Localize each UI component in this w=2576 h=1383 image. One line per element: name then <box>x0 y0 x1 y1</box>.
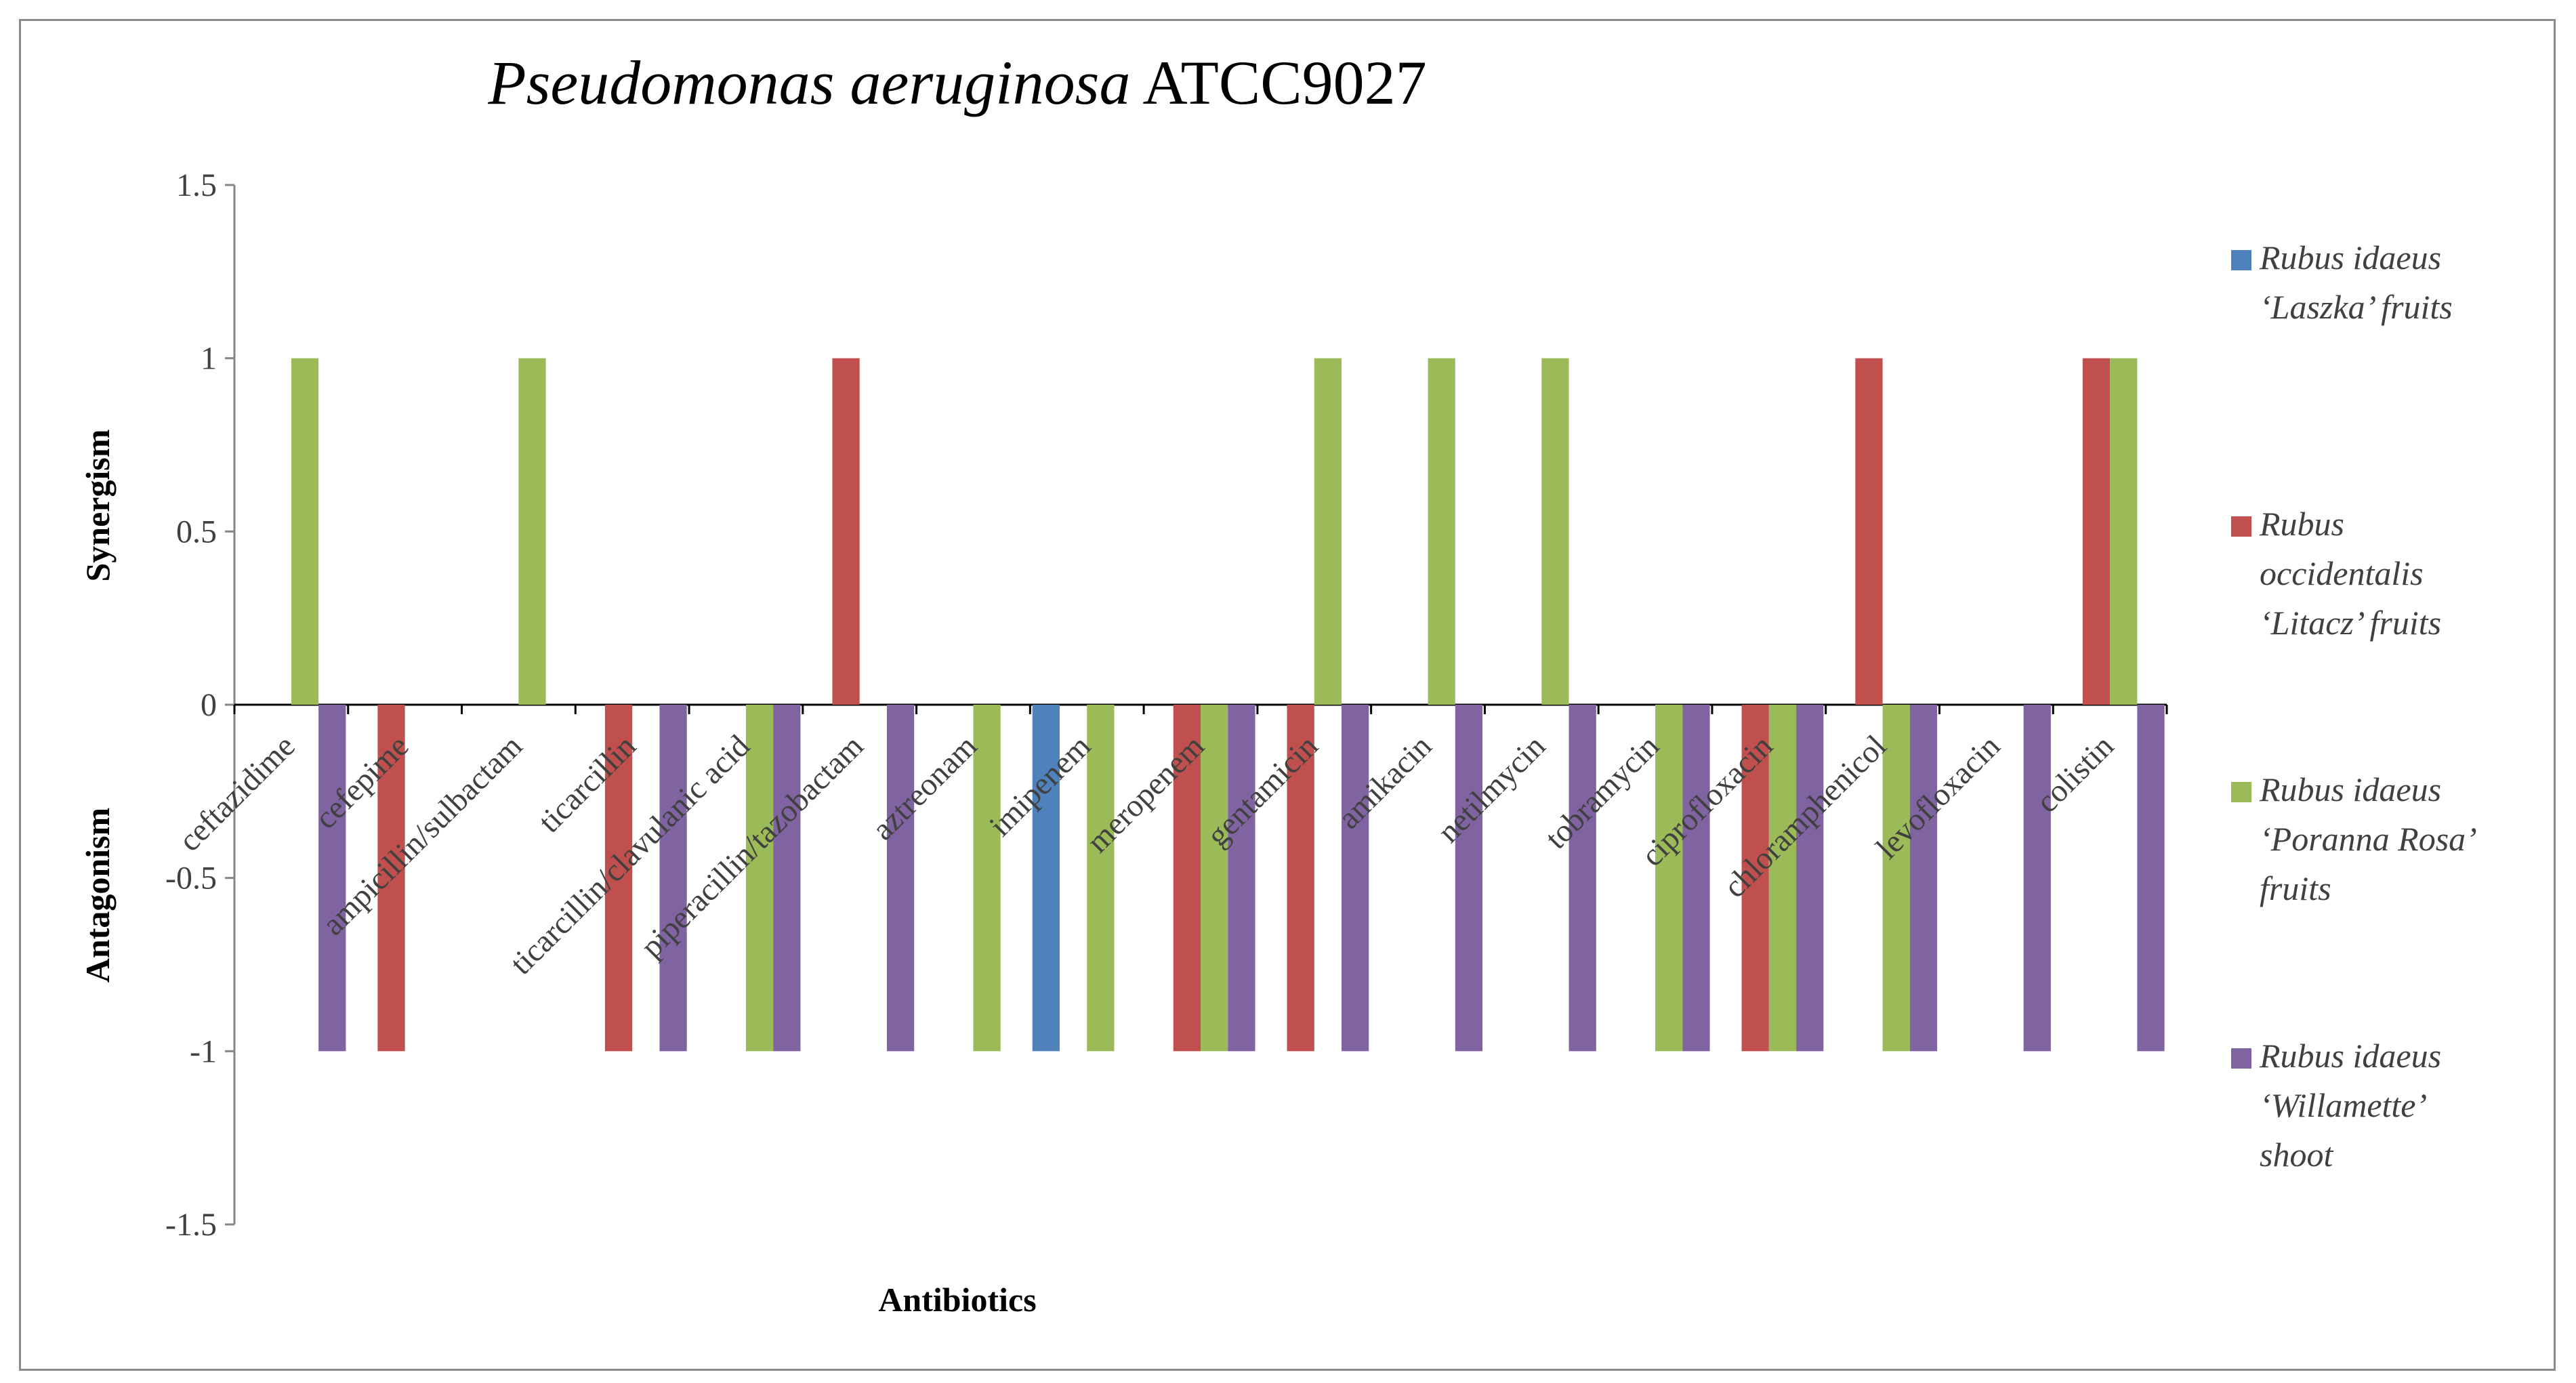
y-tick-label: 1.5 <box>176 167 217 203</box>
bar <box>886 705 915 1052</box>
y-tick-label: 1 <box>201 341 217 377</box>
chart-frame: Pseudomonas aeruginosa ATCC9027 1.5 1 0.5 0… <box>19 19 2556 1371</box>
y-axis-title-antagonism: Antagonism <box>79 808 117 983</box>
bar <box>1173 705 1201 1052</box>
category-label: netilmycin <box>1431 728 1552 850</box>
category-label: ampicillin/sulbactam <box>316 728 530 943</box>
bar <box>773 705 801 1052</box>
bar <box>2082 358 2111 705</box>
bar <box>291 358 319 705</box>
bar <box>1228 705 1255 1052</box>
bar <box>1201 705 1228 1052</box>
legend-label: Rubus idaeus <box>2259 239 2441 276</box>
bar <box>973 705 1001 1052</box>
bar <box>1287 705 1314 1052</box>
bar <box>1342 705 1369 1052</box>
y-tick-label: -1 <box>190 1033 217 1069</box>
bar <box>1541 358 1569 705</box>
bar <box>2023 705 2051 1052</box>
chart-svg: Pseudomonas aeruginosa ATCC9027 1.5 1 0.5 0… <box>79 48 2477 1319</box>
bar <box>832 358 860 705</box>
y-tick-label: -0.5 <box>165 861 217 896</box>
y-tick-label: -1.5 <box>165 1207 217 1243</box>
bar <box>1455 705 1483 1052</box>
legend-label: Rubus <box>2259 505 2344 543</box>
bar <box>1682 705 1710 1052</box>
bar <box>2110 358 2138 705</box>
bar <box>1314 358 1342 705</box>
category-label: ceftazidime <box>172 728 302 859</box>
bar <box>1741 705 1769 1052</box>
bar <box>604 705 633 1052</box>
bar <box>2137 705 2165 1052</box>
y-axis-title-synergism: Synergism <box>79 430 117 582</box>
legend-label: ‘Litacz’ fruits <box>2260 604 2441 642</box>
chart-title-italic: Pseudomonas aeruginosa <box>487 48 1130 117</box>
bar <box>1855 358 1883 705</box>
legend-label: fruits <box>2260 869 2331 907</box>
bar <box>1032 705 1060 1052</box>
bar <box>659 705 687 1052</box>
bar <box>377 705 405 1052</box>
legend-label: ‘Willamette’ <box>2260 1086 2427 1124</box>
legend-swatch <box>2231 1048 2251 1069</box>
bar <box>1909 705 1938 1052</box>
bar <box>518 358 546 705</box>
bar <box>1428 358 1455 705</box>
bar <box>1882 705 1910 1052</box>
legend-swatch <box>2231 516 2251 537</box>
bar <box>318 705 346 1052</box>
category-label: aztreonam <box>865 728 984 847</box>
legend: Rubus idaeus ‘Laszka’ fruits Rubus occident… <box>2231 239 2477 1174</box>
bar <box>1087 705 1115 1052</box>
legend-label: Rubus idaeus <box>2259 770 2441 808</box>
axes: 1.5 1 0.5 0 -0.5 -1 -1.5 <box>165 167 2168 1243</box>
chart-title-plain: ATCC9027 <box>1130 48 1426 117</box>
bar <box>1768 705 1797 1052</box>
y-tick-label: 0 <box>201 687 217 723</box>
bar <box>1569 705 1596 1052</box>
chart-title: Pseudomonas aeruginosa ATCC9027 <box>487 48 1426 117</box>
bar <box>1655 705 1683 1052</box>
x-axis-title: Antibiotics <box>878 1281 1036 1319</box>
legend-label: ‘Poranna Rosa’ <box>2260 820 2477 858</box>
legend-label: Rubus idaeus <box>2259 1037 2441 1075</box>
bars <box>291 358 2165 1052</box>
legend-label: ‘Laszka’ fruits <box>2260 288 2453 326</box>
legend-label: occidentalis <box>2260 554 2424 592</box>
bar <box>745 705 774 1052</box>
legend-swatch <box>2231 250 2251 270</box>
bar <box>1796 705 1824 1052</box>
legend-label: shoot <box>2260 1136 2333 1174</box>
y-tick-label: 0.5 <box>176 514 217 550</box>
legend-swatch <box>2231 782 2251 802</box>
